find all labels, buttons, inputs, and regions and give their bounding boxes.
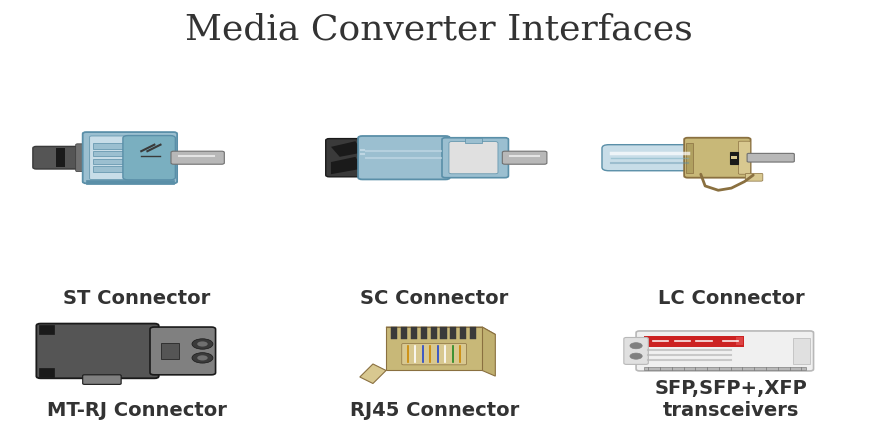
FancyBboxPatch shape — [32, 146, 83, 169]
FancyBboxPatch shape — [747, 153, 795, 162]
Bar — [93, 143, 126, 149]
Polygon shape — [39, 368, 53, 377]
Bar — [731, 156, 737, 159]
Bar — [736, 336, 743, 345]
Bar — [470, 326, 476, 339]
Bar — [56, 148, 65, 167]
Bar — [460, 326, 467, 339]
FancyBboxPatch shape — [636, 331, 814, 371]
Bar — [421, 326, 427, 339]
Polygon shape — [39, 325, 53, 333]
Circle shape — [197, 341, 208, 347]
FancyBboxPatch shape — [123, 135, 175, 180]
Text: SFP,SFP+,XFP
transceivers: SFP,SFP+,XFP transceivers — [655, 379, 808, 420]
Bar — [86, 180, 174, 184]
Text: SC Connector: SC Connector — [360, 288, 509, 308]
Bar — [686, 142, 693, 173]
Bar — [465, 138, 482, 143]
FancyBboxPatch shape — [171, 151, 225, 164]
Text: ST Connector: ST Connector — [63, 288, 210, 308]
FancyBboxPatch shape — [402, 343, 467, 365]
FancyBboxPatch shape — [89, 136, 133, 180]
Text: Media Converter Interfaces: Media Converter Interfaces — [185, 13, 692, 47]
Circle shape — [630, 353, 642, 359]
Bar — [730, 152, 738, 164]
Bar — [401, 326, 407, 339]
Circle shape — [192, 339, 213, 349]
Bar — [644, 336, 745, 347]
Polygon shape — [331, 141, 362, 157]
FancyBboxPatch shape — [449, 142, 498, 174]
Bar — [440, 326, 446, 339]
FancyBboxPatch shape — [358, 136, 450, 180]
FancyBboxPatch shape — [602, 145, 699, 171]
Circle shape — [197, 355, 208, 361]
FancyBboxPatch shape — [684, 138, 751, 178]
FancyBboxPatch shape — [82, 132, 177, 184]
FancyBboxPatch shape — [624, 337, 648, 364]
Bar — [644, 368, 806, 370]
FancyBboxPatch shape — [738, 141, 751, 174]
FancyBboxPatch shape — [36, 323, 159, 378]
FancyBboxPatch shape — [745, 173, 763, 181]
Polygon shape — [482, 327, 496, 376]
Polygon shape — [386, 327, 482, 371]
Bar — [431, 326, 437, 339]
Circle shape — [192, 353, 213, 363]
FancyBboxPatch shape — [442, 138, 509, 178]
Polygon shape — [386, 327, 496, 334]
FancyBboxPatch shape — [503, 151, 547, 164]
FancyBboxPatch shape — [150, 327, 216, 375]
Bar — [391, 326, 397, 339]
FancyBboxPatch shape — [325, 139, 367, 177]
Bar — [793, 338, 810, 364]
Text: LC Connector: LC Connector — [658, 288, 805, 308]
Bar — [411, 326, 417, 339]
Bar — [161, 343, 179, 359]
Polygon shape — [360, 364, 386, 384]
Text: MT-RJ Connector: MT-RJ Connector — [47, 402, 227, 420]
Bar — [450, 326, 456, 339]
Bar — [93, 166, 126, 172]
Circle shape — [630, 343, 642, 349]
Bar — [93, 151, 126, 156]
Polygon shape — [331, 157, 362, 174]
Bar — [93, 159, 126, 164]
Text: RJ45 Connector: RJ45 Connector — [350, 402, 519, 420]
FancyBboxPatch shape — [82, 375, 121, 385]
FancyBboxPatch shape — [75, 144, 88, 172]
